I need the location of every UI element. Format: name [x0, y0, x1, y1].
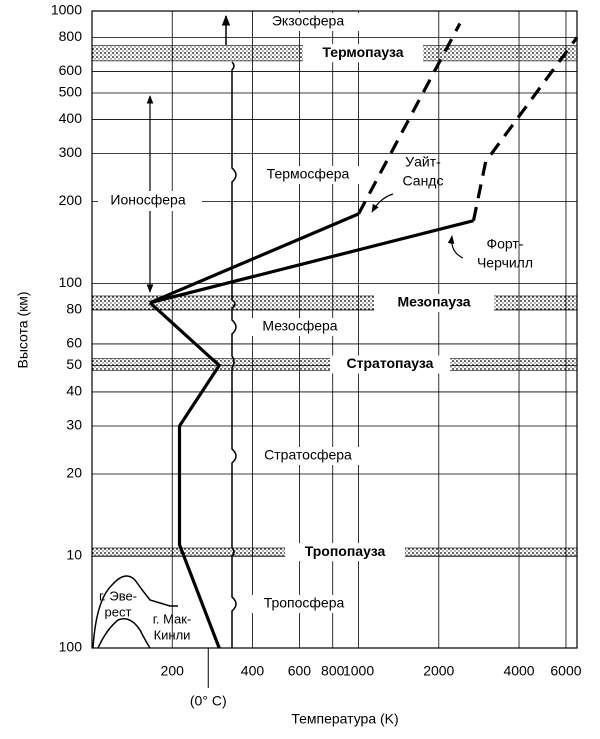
y-tick-label: 50 — [66, 356, 82, 372]
x-tick-label: 600 — [288, 663, 312, 679]
y-tick-label: 10 — [66, 547, 82, 563]
x-tick-label: 6000 — [550, 663, 581, 679]
y-tick-label: 80 — [66, 301, 82, 317]
layer-label: Тропопауза — [305, 543, 386, 559]
layer-label-bg — [374, 293, 494, 312]
ionosphere-label: Ионосфера — [110, 192, 185, 208]
series-label: Сандс — [403, 173, 444, 189]
layer-label-bg — [330, 355, 450, 374]
region-label: Термосфера — [267, 166, 350, 182]
y-tick-label: 600 — [59, 62, 83, 78]
y-tick-label: 40 — [66, 383, 82, 399]
temperature-line — [148, 301, 222, 649]
y-tick-label: 30 — [66, 417, 82, 433]
mountain-label: г. Мак- — [153, 611, 192, 626]
y-tick-label: 400 — [59, 110, 83, 126]
layer-label: Мезопауза — [397, 294, 470, 310]
mountain-label: г. Эве- — [99, 588, 137, 603]
temperature-line — [471, 36, 579, 222]
region-bracket — [231, 61, 237, 648]
y-tick-label: 100 — [59, 274, 83, 290]
y-tick-label: 800 — [59, 28, 83, 44]
temperature-line — [149, 212, 360, 305]
mountain-everest — [92, 575, 178, 649]
region-label: Стратосфера — [264, 447, 352, 463]
layer-label: Термопауза — [322, 44, 403, 60]
region-label: Экзосфера — [272, 13, 344, 29]
region-label-bg — [256, 13, 360, 31]
y-tick-label: 200 — [59, 192, 83, 208]
x-tick-label: 2000 — [423, 663, 454, 679]
y-tick-label: 300 — [59, 144, 83, 160]
ionosphere-bg — [98, 191, 202, 211]
x-tick-label: 800 — [321, 663, 345, 679]
y-tick-label: 100 — [59, 639, 83, 655]
x-tick-label: 200 — [161, 663, 185, 679]
layer-label: Стратопауза — [347, 355, 434, 371]
x-tick-label: 1000 — [343, 663, 374, 679]
pointer — [447, 235, 464, 259]
plot-frame — [91, 10, 578, 649]
series-label: Уайт- — [405, 154, 441, 170]
y-tick-label: 1000 — [51, 2, 82, 18]
series-label: Черчилл — [477, 255, 533, 271]
layer-label-bg — [285, 543, 405, 562]
y-axis-label: Высота (км) — [15, 291, 31, 368]
x-tick-label: 4000 — [503, 663, 534, 679]
y-tick-label: 500 — [59, 84, 83, 100]
y-tick-label: 20 — [66, 465, 82, 481]
y-tick-label: 60 — [66, 335, 82, 351]
region-label: Мезосфера — [262, 318, 337, 334]
region-label: Тропосфера — [264, 595, 345, 611]
layer-label-bg — [303, 44, 423, 63]
region-label-bg — [248, 318, 352, 336]
mountain-label: Кинли — [154, 627, 191, 642]
temperature-line — [149, 219, 474, 305]
x-tick-label: 400 — [241, 663, 265, 679]
pointer — [371, 193, 394, 213]
region-label-bg — [256, 447, 360, 465]
region-label-bg — [256, 166, 360, 184]
mountain-label: рест — [105, 604, 132, 619]
temperature-line — [357, 22, 462, 215]
zero-c-label: (0° C) — [190, 693, 227, 709]
mountain-mckinley — [97, 618, 151, 649]
x-axis-label: Температура (K) — [291, 711, 398, 727]
series-label: Форт- — [487, 236, 524, 252]
region-label-bg — [252, 595, 356, 613]
